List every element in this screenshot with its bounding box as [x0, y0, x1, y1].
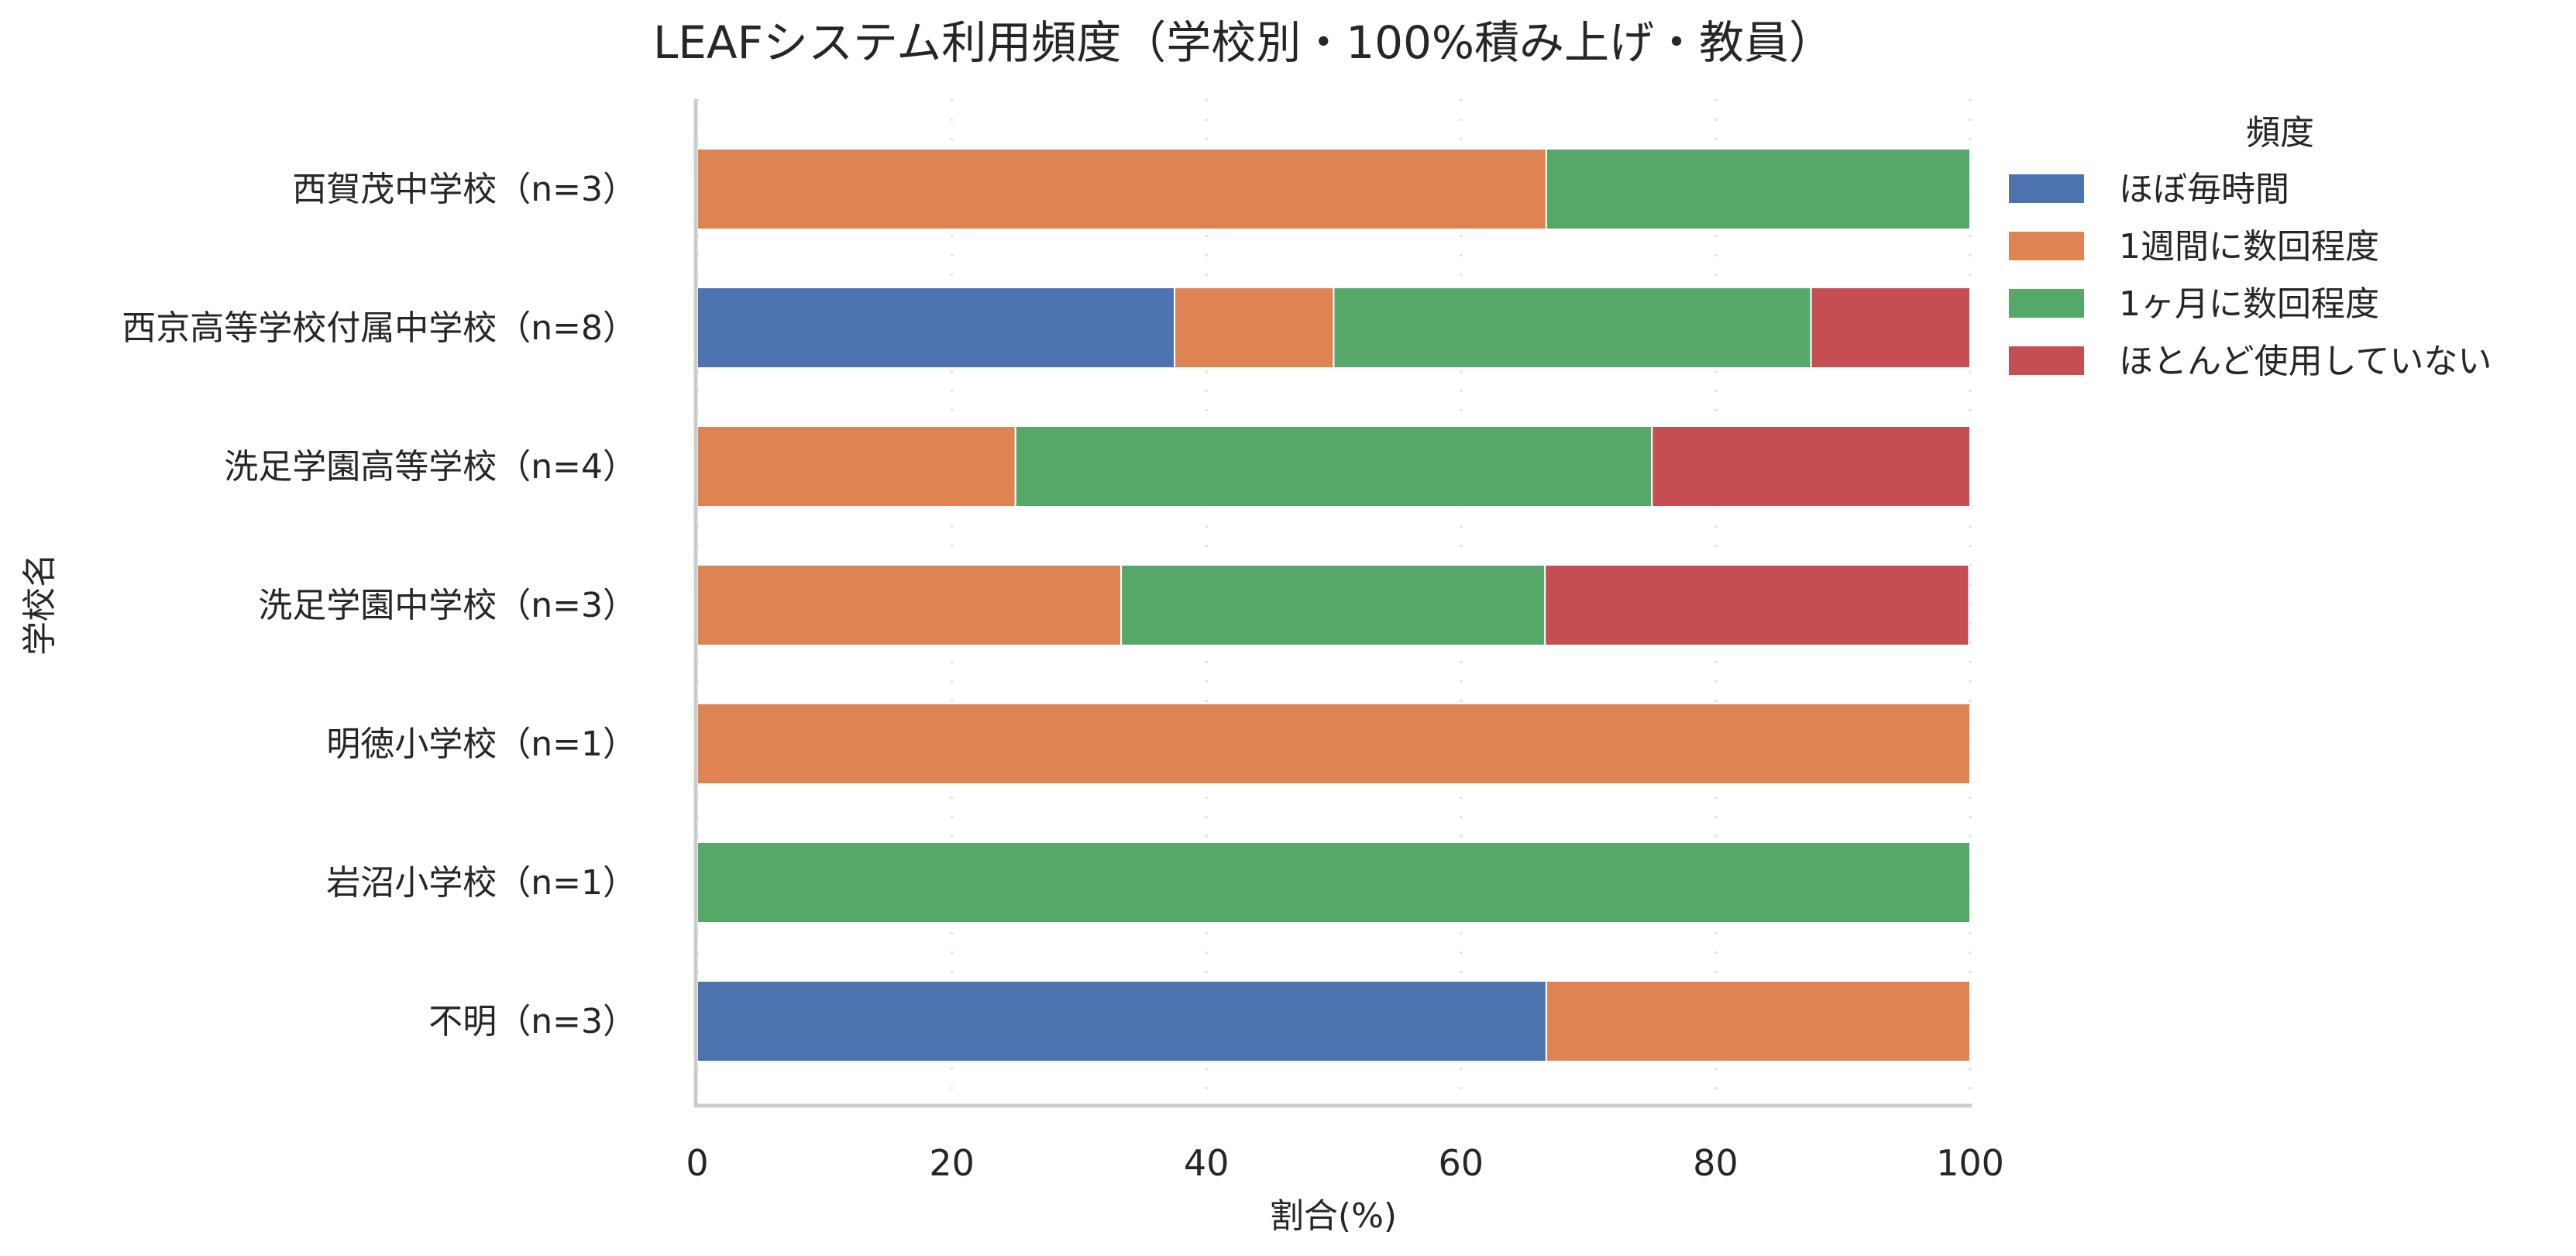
- legend-title: 頻度: [2246, 113, 2314, 153]
- bar-segment: [696, 148, 1547, 230]
- bar-segment: [1333, 287, 1812, 369]
- bars: [696, 148, 1971, 1062]
- x-tick-label: 20: [929, 1142, 975, 1184]
- category-labels: 西賀茂中学校（n=3） 西京高等学校付属中学校（n=8） 洗足学園高等学校（n=4）…: [122, 170, 637, 1041]
- bar-segment: [696, 980, 1547, 1062]
- bar-segment: [1174, 287, 1335, 369]
- x-tick-labels: 0 20 40 60 80 100: [686, 1142, 2004, 1184]
- legend-label: 1ヶ月に数回程度: [2119, 284, 2379, 324]
- bar-segment: [1545, 980, 1971, 1062]
- x-tick-label: 0: [686, 1142, 708, 1184]
- category-label: 明徳小学校（n=1）: [326, 724, 637, 764]
- legend-swatch: [2009, 232, 2084, 260]
- category-label: 不明（n=3）: [428, 1002, 637, 1041]
- category-label: 岩沼小学校（n=1）: [326, 863, 637, 903]
- bar-segment: [696, 703, 1971, 785]
- legend-label: ほとんど使用していない: [2119, 342, 2492, 381]
- category-label: 西京高等学校付属中学校（n=8）: [122, 308, 637, 348]
- legend-swatch: [2009, 346, 2084, 375]
- x-axis-label: 割合(%): [1270, 1196, 1397, 1236]
- bar-segment: [696, 564, 1123, 646]
- bar-segment: [696, 425, 1016, 508]
- bar-segment: [1651, 425, 1971, 508]
- y-axis-label: 学校名: [20, 553, 60, 656]
- legend-swatch: [2009, 174, 2084, 203]
- category-label: 西賀茂中学校（n=3）: [292, 170, 637, 209]
- bar-segment: [696, 287, 1176, 369]
- bar-segment: [1545, 148, 1971, 230]
- legend-swatch: [2009, 289, 2084, 318]
- category-label: 洗足学園中学校（n=3）: [258, 586, 637, 625]
- legend-label: 1週間に数回程度: [2119, 227, 2379, 267]
- x-tick-label: 100: [1936, 1142, 2004, 1184]
- category-label: 洗足学園高等学校（n=4）: [224, 447, 637, 487]
- bar-segment: [696, 841, 1971, 924]
- chart-title: LEAFシステム利用頻度（学校別・100%積み上げ・教員）: [653, 16, 1834, 69]
- bar-segment: [1120, 564, 1546, 646]
- legend-label: ほぼ毎時間: [2119, 170, 2289, 209]
- x-tick-label: 80: [1693, 1142, 1739, 1184]
- bar-segment: [1014, 425, 1653, 508]
- bar-segment: [1544, 564, 1970, 646]
- x-tick-label: 60: [1439, 1142, 1484, 1184]
- bar-segment: [1810, 287, 1971, 369]
- x-tick-label: 40: [1184, 1142, 1230, 1184]
